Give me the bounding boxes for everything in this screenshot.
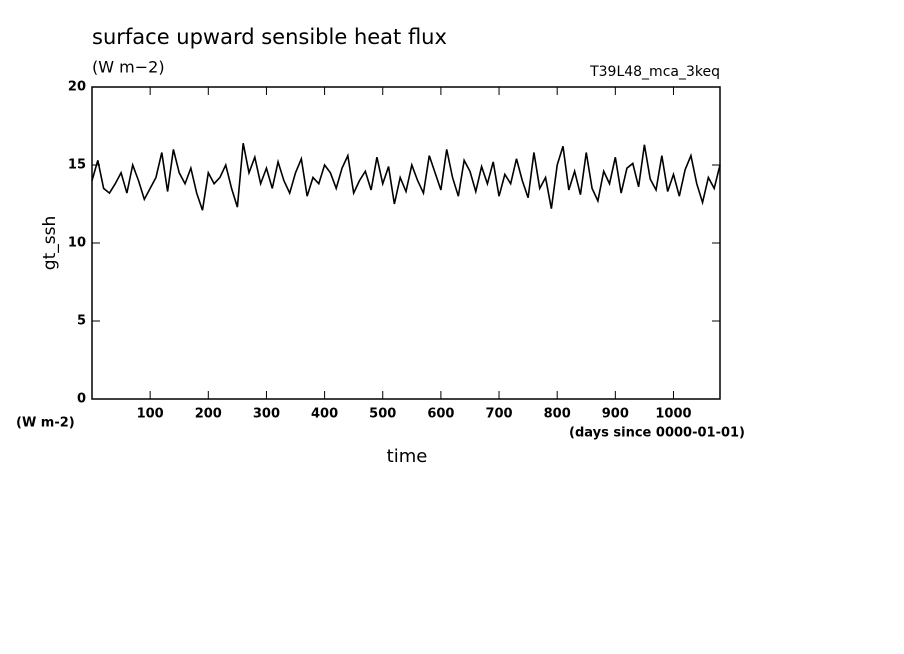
data-line [91,143,721,211]
y-tick-label: 15 [68,158,86,173]
y-tick-label: 5 [77,314,86,329]
y-tick-label: 0 [77,392,86,407]
x-tick-label: 200 [195,407,222,422]
x-tick-label: 400 [311,407,338,422]
y-tick-label: 10 [68,236,86,251]
experiment-label: T39L48_mca_3keq [589,64,720,80]
x-tick-label: 300 [253,407,280,422]
y-tick-label: 20 [68,80,86,95]
y-axis-label: gt_ssh [40,216,60,270]
y-units: (W m-2) [16,416,75,431]
x-tick-label: 900 [602,407,629,422]
x-axis-label: time [387,446,428,467]
chart-title: surface upward sensible heat flux [92,25,447,49]
x-tick-label: 1000 [655,407,691,422]
chart-subtitle: (W m−2) [92,58,165,77]
x-tick-label: 100 [137,407,164,422]
x-tick-label: 600 [427,407,454,422]
x-units: (days since 0000-01-01) [569,426,745,441]
x-tick-label: 800 [544,407,571,422]
x-tick-label: 500 [369,407,396,422]
x-tick-label: 700 [485,407,512,422]
